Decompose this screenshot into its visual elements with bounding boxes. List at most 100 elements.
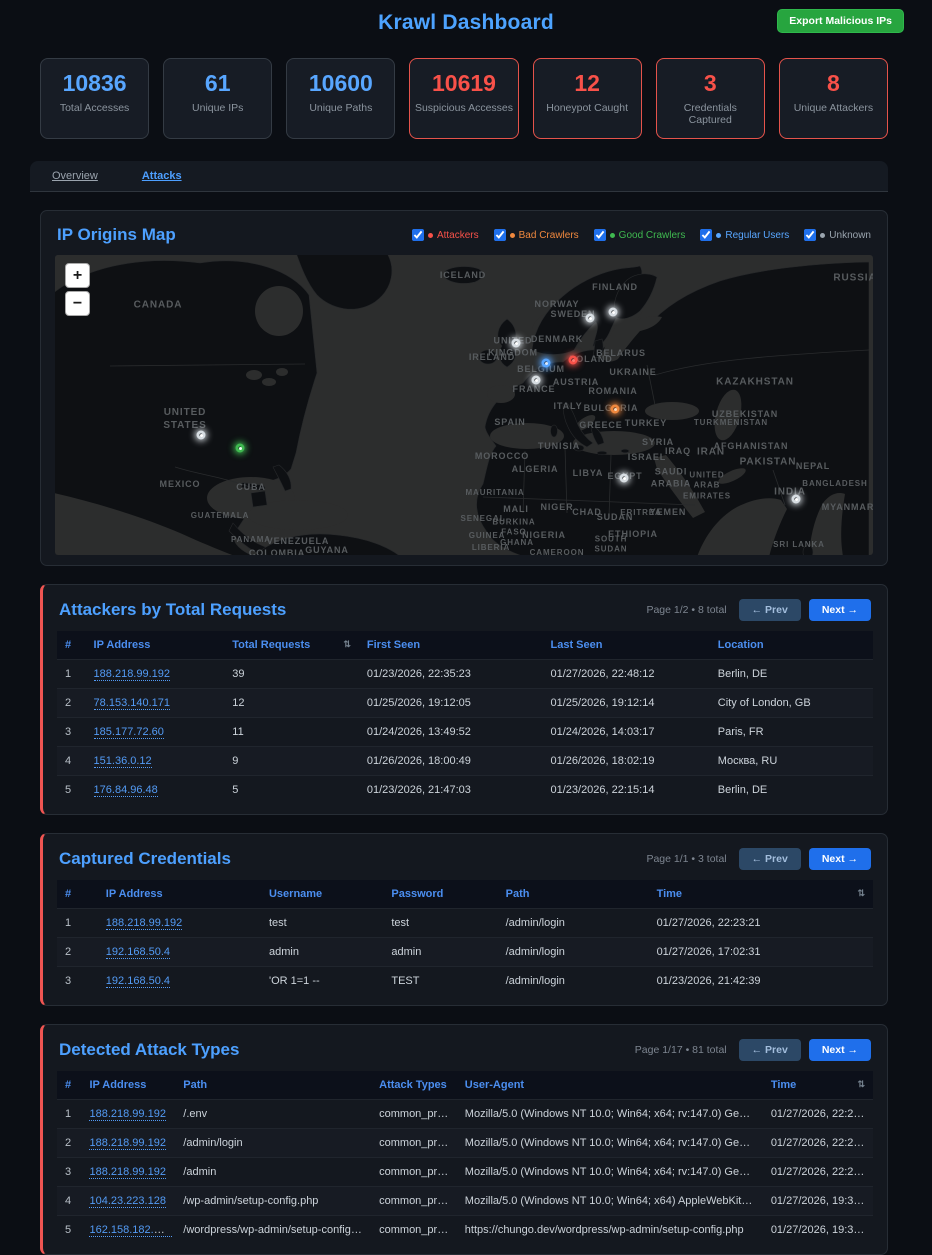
column-header-last-seen[interactable]: Last Seen	[550, 639, 603, 651]
map-marker[interactable]	[610, 404, 620, 414]
attack-types-prev-button[interactable]: ← Prev	[738, 1039, 801, 1061]
map-legend: Attackers Bad Crawlers Good Crawlers Regula…	[411, 229, 871, 241]
ip-link[interactable]: 188.218.99.192	[89, 1108, 166, 1121]
table-cell: common_probes	[379, 1108, 457, 1120]
sort-icon[interactable]: ⇅	[857, 1079, 865, 1089]
ip-link[interactable]: 192.168.50.4	[105, 946, 171, 959]
table-cell: TEST	[391, 975, 420, 987]
table-cell: common_probes	[379, 1224, 457, 1236]
ip-link[interactable]: 188.218.99.192	[93, 668, 171, 681]
attack-types-table-body: 1 188.218.99.192 /.env common_probes Mozilla…	[57, 1099, 873, 1245]
zoom-in-button[interactable]: +	[65, 263, 90, 288]
column-header-username[interactable]: Username	[268, 888, 323, 900]
column-header-ip-address[interactable]: IP Address	[89, 1079, 147, 1091]
attack-types-page-info: Page 1/17 • 81 total	[634, 1044, 727, 1056]
legend-checkbox-attackers[interactable]	[411, 229, 424, 241]
map-marker-dot	[514, 341, 518, 345]
attackers-page-info: Page 1/2 • 8 total	[646, 604, 727, 616]
legend-checkbox-unknown[interactable]	[804, 229, 817, 241]
table-cell: /wp-admin/setup-config.php	[183, 1195, 319, 1207]
map-marker[interactable]	[585, 313, 595, 323]
sort-icon[interactable]: ⇅	[857, 888, 865, 898]
map-marker[interactable]	[531, 375, 541, 385]
map-marker[interactable]	[568, 355, 578, 365]
world-map[interactable]: CANADA ICELAND RUSSIA NORWAY FINLAND SWEDEN DE…	[55, 255, 873, 555]
tab-overview[interactable]: Overview	[52, 170, 98, 182]
legend-item-bad-crawlers[interactable]: Bad Crawlers	[493, 229, 579, 241]
table-cell: 9	[232, 755, 239, 767]
ip-link[interactable]: 151.36.0.12	[93, 755, 152, 768]
legend-checkbox-regular-users[interactable]	[700, 229, 713, 241]
attack-types-next-button[interactable]: Next →	[808, 1039, 871, 1061]
ip-link[interactable]: 162.158.182.104	[89, 1224, 173, 1237]
ip-link[interactable]: 192.168.50.4	[105, 975, 171, 988]
ip-link[interactable]: 78.153.140.171	[93, 697, 171, 710]
column-header-location[interactable]: Location	[717, 639, 764, 651]
table-cell: 3	[65, 726, 72, 738]
column-header-path[interactable]: Path	[505, 888, 530, 900]
zoom-out-button[interactable]: −	[65, 291, 90, 316]
legend-dot-icon	[820, 232, 826, 238]
table-cell: 104.23.223.128	[81, 1187, 175, 1216]
column-header-total-requests[interactable]: Total Requests ⇅	[232, 639, 351, 651]
legend-item-attackers[interactable]: Attackers	[411, 229, 479, 241]
column-header-attack-types[interactable]: Attack Types	[379, 1079, 447, 1091]
table-cell: test	[391, 917, 410, 929]
table-cell: 188.218.99.192	[86, 660, 225, 689]
stat-card-credentials-captured: 3 Credentials Captured	[655, 58, 765, 139]
column-header-user-agent[interactable]: User-Agent	[464, 1079, 525, 1091]
table-cell: Berlin, DE	[717, 668, 768, 680]
attackers-prev-button[interactable]: ← Prev	[738, 599, 801, 621]
column-header-first-seen[interactable]: First Seen	[366, 639, 421, 651]
stat-label: Honeypot Caught	[546, 102, 628, 114]
column-header-password[interactable]: Password	[391, 888, 444, 900]
attackers-table: # IP Address Total Requests ⇅ First Seen Last…	[57, 631, 873, 804]
credentials-panel-header: Captured Credentials Page 1/1 • 3 total …	[59, 848, 871, 870]
attack-types-table-head: # IP Address Path Attack Types User-Agent Tim…	[57, 1071, 873, 1100]
table-cell: 5	[232, 784, 239, 796]
legend-checkbox-bad-crawlers[interactable]	[493, 229, 506, 241]
table-cell: Mozilla/5.0 (Windows NT 10.0; Win64; x64…	[464, 1108, 763, 1120]
legend-checkbox-good-crawlers[interactable]	[593, 229, 606, 241]
sort-icon[interactable]: ⇅	[343, 639, 351, 649]
column-header-[interactable]: #	[65, 888, 72, 900]
column-header-[interactable]: #	[65, 639, 72, 651]
table-cell: 12	[232, 697, 245, 709]
stat-card-unique-ips: 61 Unique IPs	[163, 58, 273, 139]
attackers-next-button[interactable]: Next →	[808, 599, 871, 621]
map-marker[interactable]	[608, 307, 618, 317]
map-marker[interactable]	[235, 443, 245, 453]
table-cell: /admin/login	[183, 1137, 243, 1149]
legend-item-good-crawlers[interactable]: Good Crawlers	[593, 229, 685, 241]
map-marker[interactable]	[619, 473, 629, 483]
column-header-[interactable]: #	[65, 1079, 72, 1091]
attack-types-pager: Page 1/17 • 81 total ← Prev Next →	[635, 1039, 871, 1061]
legend-item-regular-users[interactable]: Regular Users	[700, 229, 789, 241]
ip-link[interactable]: 104.23.223.128	[89, 1195, 166, 1208]
column-header-ip-address[interactable]: IP Address	[105, 888, 163, 900]
column-header-path[interactable]: Path	[183, 1079, 208, 1091]
export-malicious-ips-button[interactable]: Export Malicious IPs	[777, 9, 904, 33]
legend-item-unknown[interactable]: Unknown	[804, 229, 871, 241]
map-marker[interactable]	[511, 338, 521, 348]
ip-link[interactable]: 188.218.99.192	[89, 1166, 166, 1179]
table-cell: 01/25/2026, 19:12:05	[366, 697, 471, 709]
column-header-ip-address[interactable]: IP Address	[93, 639, 151, 651]
table-cell: 01/27/2026, 22:48:12	[550, 668, 655, 680]
map-marker[interactable]	[196, 430, 206, 440]
table-cell: 01/23/2026, 22:15:14	[550, 784, 655, 796]
column-header-time[interactable]: Time ⇅	[770, 1079, 865, 1091]
ip-link[interactable]: 176.84.96.48	[93, 784, 158, 797]
credentials-next-button[interactable]: Next →	[808, 848, 871, 870]
credentials-prev-button[interactable]: ← Prev	[738, 848, 801, 870]
table-row: 4 151.36.0.12 9 01/26/2026, 18:00:49 01/26/2…	[57, 746, 873, 776]
ip-link[interactable]: 188.218.99.192	[89, 1137, 166, 1150]
column-header-time[interactable]: Time ⇅	[656, 888, 865, 900]
ip-link[interactable]: 188.218.99.192	[105, 917, 183, 930]
table-cell: 2	[65, 946, 72, 958]
map-marker[interactable]	[541, 358, 551, 368]
tab-attacks[interactable]: Attacks	[141, 170, 182, 182]
ip-link[interactable]: 185.177.72.60	[93, 726, 164, 739]
table-cell: 01/26/2026, 18:00:49	[366, 755, 471, 767]
map-marker[interactable]	[791, 494, 801, 504]
